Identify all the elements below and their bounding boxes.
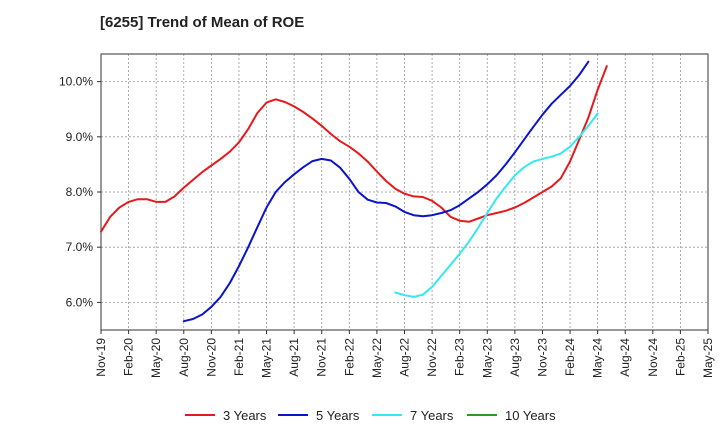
legend: 3 Years 5 Years 7 Years 10 Years — [185, 408, 556, 423]
y-tick-label: 7.0% — [66, 240, 94, 254]
x-tick-label: May-20 — [149, 338, 163, 378]
series-line-1 — [100, 65, 608, 233]
x-tick-label: Aug-20 — [177, 338, 191, 377]
y-tick-label: 8.0% — [66, 185, 94, 199]
x-tick-label: Feb-25 — [673, 338, 687, 376]
x-tick-label: Nov-21 — [315, 338, 329, 377]
y-tick-label: 10.0% — [59, 75, 93, 89]
x-tick-label: May-22 — [370, 338, 384, 378]
x-tick-label: Feb-23 — [453, 338, 467, 376]
series-layer — [100, 60, 608, 323]
x-tick-label: Nov-24 — [646, 338, 660, 377]
x-tick-label: May-24 — [591, 338, 605, 378]
x-tick-label: Aug-24 — [618, 338, 632, 377]
y-tick-label: 9.0% — [66, 130, 94, 144]
y-tick-label: 6.0% — [66, 295, 94, 309]
legend-label: 3 Years — [223, 408, 267, 423]
x-tick-label: Nov-20 — [204, 338, 218, 377]
x-tick-label: May-21 — [260, 338, 274, 378]
x-tick-label: Aug-21 — [287, 338, 301, 377]
x-axis: Nov-19 Feb-20 May-20 Aug-20 Nov-20 Feb-21 May-… — [94, 330, 715, 378]
x-tick-label: May-23 — [480, 338, 494, 378]
x-tick-label: Feb-20 — [122, 338, 136, 376]
x-tick-label: Feb-24 — [563, 338, 577, 376]
y-axis: 6.0% 7.0% 8.0% 9.0% 10.0% — [59, 75, 101, 309]
x-tick-label: Aug-22 — [398, 338, 412, 377]
x-tick-label: Feb-21 — [232, 338, 246, 376]
x-tick-label: May-25 — [701, 338, 715, 378]
x-tick-label: Feb-22 — [342, 338, 356, 376]
series-line-2 — [182, 60, 590, 323]
x-tick-label: Nov-23 — [535, 338, 549, 377]
chart-title: [6255] Trend of Mean of ROE — [100, 14, 305, 31]
grid-layer — [101, 54, 708, 330]
x-tick-label: Nov-19 — [94, 338, 108, 377]
series-line-3 — [394, 112, 599, 298]
legend-label: 10 Years — [505, 408, 556, 423]
legend-label: 5 Years — [316, 408, 360, 423]
x-tick-label: Aug-23 — [508, 338, 522, 377]
legend-label: 7 Years — [410, 408, 454, 423]
x-tick-label: Nov-22 — [425, 338, 439, 377]
